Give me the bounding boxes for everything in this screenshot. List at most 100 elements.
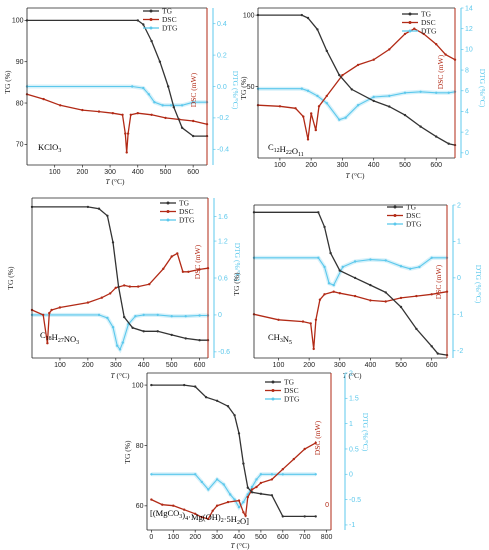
series-dsc-point xyxy=(244,514,247,517)
series-dsc-point xyxy=(42,97,45,101)
series-dtg-point xyxy=(300,87,303,90)
x-axis-label-unit: (°C) xyxy=(347,371,362,380)
plot-area xyxy=(147,373,331,530)
x-tick-label: 300 xyxy=(104,169,116,176)
x-tick-label: 700 xyxy=(299,534,311,541)
series-dtg-point xyxy=(111,326,115,329)
dtg-tick-label: 1.2 xyxy=(218,238,228,245)
series-tg-point xyxy=(198,339,201,342)
series-tg-point xyxy=(142,330,145,333)
compound-label-part: [(MgCO xyxy=(150,508,179,518)
x-tick-label: 500 xyxy=(399,162,411,169)
series-dsc-point xyxy=(430,293,433,296)
legend-marker-dtg xyxy=(271,397,275,401)
compound-label-subscript: 2 xyxy=(237,520,240,526)
series-dsc-point xyxy=(302,115,305,118)
series-tg-point xyxy=(369,283,372,287)
x-tick-label: 600 xyxy=(187,169,199,176)
series-dtg-point xyxy=(314,473,317,476)
dtg-axis-label: DTG (%/°C) xyxy=(361,413,370,452)
series-dsc-point xyxy=(403,32,407,36)
series-dsc-point xyxy=(356,63,360,67)
series-dsc-point xyxy=(100,296,104,299)
x-tick-label: 400 xyxy=(365,362,377,369)
series-dsc-point xyxy=(42,313,45,317)
compound-label-part: O] xyxy=(240,516,249,526)
compound-label-part: ) xyxy=(182,510,185,520)
series-tg-point xyxy=(194,385,197,388)
compound-label-subscript: 22 xyxy=(286,150,292,156)
series-dsc-point xyxy=(353,294,357,298)
series-dtg-point xyxy=(435,91,438,95)
series-tg-point xyxy=(215,399,219,402)
series-dtg-point xyxy=(255,478,258,481)
x-tick-label: 400 xyxy=(138,362,150,369)
compound-label-subscript: 11 xyxy=(298,152,304,158)
y-axis-label: TG (%) xyxy=(6,266,15,290)
dtg-tick-label: 2 xyxy=(465,129,469,136)
y-tick-label: 70 xyxy=(16,142,24,149)
series-dsc-point xyxy=(303,447,306,451)
x-axis-label-unit: (°C) xyxy=(235,541,250,550)
series-tg-point xyxy=(204,396,208,399)
series-dtg-point xyxy=(192,101,195,104)
series-dtg-point xyxy=(341,265,344,269)
legend-marker-tg xyxy=(166,201,170,205)
dsc-tick-label: 0 xyxy=(325,502,329,509)
series-dtg-point xyxy=(180,104,184,107)
series-tg-point xyxy=(117,285,120,289)
legend-marker-tg xyxy=(393,205,397,209)
series-dsc-point xyxy=(332,290,335,293)
series-dtg-point xyxy=(169,104,173,107)
series-dtg-point xyxy=(353,260,357,263)
compound-label-part: C xyxy=(268,142,274,152)
compound-label-part: NO xyxy=(64,334,76,344)
y-tick-label: 100 xyxy=(132,382,144,389)
series-tg-point xyxy=(150,383,153,387)
series-dsc-point xyxy=(246,495,249,499)
series-dsc-point xyxy=(435,43,438,46)
legend-marker-tg xyxy=(408,12,412,16)
series-tg-line xyxy=(27,19,207,137)
y-axis-label: TG (%) xyxy=(123,440,132,464)
x-tick-label: 800 xyxy=(321,534,333,541)
series-tg-point xyxy=(86,205,90,209)
series-dsc-point xyxy=(129,113,132,117)
series-dsc-point xyxy=(86,301,90,304)
dtg-tick-label: 0 xyxy=(349,472,353,479)
dtg-tick-label: -1 xyxy=(349,522,355,529)
series-dtg-point xyxy=(142,86,145,90)
dtg-tick-label: 10 xyxy=(465,47,473,54)
y-axis-label: TG (%) xyxy=(239,76,248,100)
x-tick-label: 100 xyxy=(49,169,61,176)
series-dsc-point xyxy=(121,113,124,117)
plot-area xyxy=(32,198,208,358)
series-tg-point xyxy=(316,28,319,31)
series-dsc-point xyxy=(444,53,447,56)
compound-label-subscript: 5 xyxy=(289,340,292,346)
series-tg-point xyxy=(447,142,450,145)
series-dtg-point xyxy=(447,91,450,95)
series-tg-point xyxy=(388,105,391,108)
series-tg-line xyxy=(258,14,456,146)
series-tg-point xyxy=(158,60,162,63)
series-dsc-point xyxy=(384,300,387,303)
series-tg-point xyxy=(111,241,115,244)
series-tg-point xyxy=(237,432,241,435)
series-dtg-point xyxy=(325,102,328,105)
series-dtg-point xyxy=(259,473,263,476)
x-tick-label: 600 xyxy=(194,362,206,369)
series-dsc-point xyxy=(187,270,190,273)
series-tg-point xyxy=(323,225,326,229)
series-tg-point xyxy=(303,515,306,518)
chart-panel-5: 0 100 200 300 400 500 600 700 800 60 80 100 -1 -0.5 0 0… xyxy=(123,370,370,550)
series-dsc-point xyxy=(277,318,280,321)
series-dsc-point xyxy=(338,292,341,295)
series-tg-point xyxy=(300,13,303,17)
compound-label-part: ·5H xyxy=(224,514,237,524)
dtg-tick-label: 4 xyxy=(465,109,469,116)
compound-label-part: CH xyxy=(268,332,280,342)
x-axis-label: T (°C) xyxy=(110,371,130,380)
series-dtg-point xyxy=(317,256,320,259)
series-dsc-point xyxy=(259,481,263,485)
